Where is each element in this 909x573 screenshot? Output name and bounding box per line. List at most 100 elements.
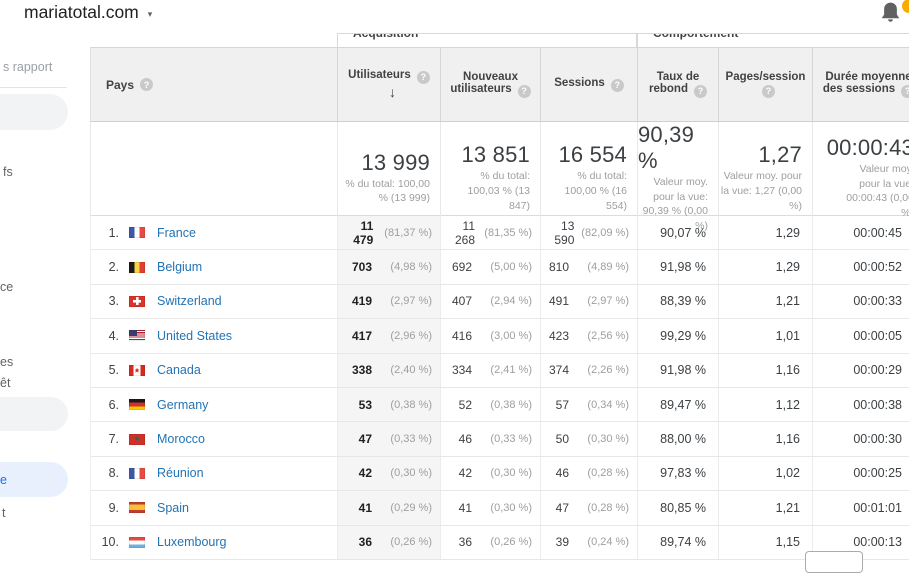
sessions-cell: 47 (0,28 %) <box>541 491 638 525</box>
row-rank: 9. <box>108 500 119 515</box>
country-flag-icon <box>129 433 145 445</box>
country-cell: 6. Germany <box>91 387 338 422</box>
bounce-rate-cell: 99,29 % <box>638 319 719 353</box>
country-flag-icon <box>129 330 145 342</box>
users-cell: 338 (2,40 %) <box>338 353 441 387</box>
bounce-rate-cell: 80,85 % <box>638 491 719 525</box>
row-rank: 4. <box>108 328 119 343</box>
new-users-cell: 42 (0,30 %) <box>441 456 541 491</box>
group-header-acquisition: Acquisition <box>337 33 637 47</box>
sidebar-item-fragment[interactable]: fs <box>3 165 13 179</box>
sidebar-item-fragment[interactable]: ce <box>0 280 14 294</box>
rows-per-page-select[interactable] <box>805 551 863 573</box>
column-header-taux-de-rebond[interactable]: Taux de rebond? <box>638 48 719 121</box>
table-row: 3. Switzerland 419 (2,97 %) 407 (2,94 %)… <box>91 284 909 320</box>
sidebar-active-label: e <box>0 472 7 487</box>
sessions-cell: 46 (0,28 %) <box>541 456 638 491</box>
help-icon[interactable]: ? <box>610 78 624 92</box>
table-body: 1. France 11 479 (81,37 %) 11 268 (81,35… <box>90 216 909 560</box>
avg-duration-cell: 00:00:30 <box>813 422 909 455</box>
table-row: 6. Germany 53 (0,38 %) 52 (0,38 %) 57 (0… <box>91 387 909 423</box>
pages-per-session-cell: 1,29 <box>719 250 813 284</box>
pages-per-session-cell: 1,02 <box>719 456 813 491</box>
users-cell: 11 479 (81,37 %) <box>338 216 441 250</box>
country-link[interactable]: Morocco <box>157 432 205 447</box>
country-cell: 8. Réunion <box>91 456 338 491</box>
help-icon[interactable]: ? <box>517 84 531 98</box>
sidebar-pill[interactable] <box>0 397 68 431</box>
sidebar-active-item[interactable]: e <box>0 462 68 497</box>
avg-duration-cell: 00:00:29 <box>813 354 909 387</box>
users-cell: 417 (2,96 %) <box>338 319 441 353</box>
sidebar-item-fragment[interactable]: es <box>0 355 14 369</box>
column-header-utilisateurs[interactable]: Utilisateurs ?↓ <box>338 48 441 121</box>
new-users-cell: 334 (2,41 %) <box>441 353 541 387</box>
country-cell: 9. Spain <box>91 491 338 525</box>
country-link[interactable]: Canada <box>157 363 201 378</box>
country-link[interactable]: France <box>157 225 196 240</box>
row-rank: 6. <box>108 397 119 412</box>
bounce-rate-cell: 89,47 % <box>638 387 719 422</box>
pages-per-session-cell: 1,12 <box>719 387 813 422</box>
row-rank: 1. <box>108 225 119 240</box>
totals-pages-session: 1,27 Valeur moy. pour la vue: 1,27 (0,00… <box>719 122 813 234</box>
bounce-rate-cell: 91,98 % <box>638 250 719 284</box>
avg-duration-cell: 00:00:52 <box>813 250 909 283</box>
users-cell: 53 (0,38 %) <box>338 387 441 422</box>
column-header-nouveaux-utilisateurs[interactable]: Nouveaux utilisateurs? <box>441 48 541 121</box>
table-row: 8. Réunion 42 (0,30 %) 42 (0,30 %) 46 (0… <box>91 456 909 492</box>
sidebar-search-fragment[interactable]: s rapport <box>3 60 53 74</box>
country-link[interactable]: Switzerland <box>157 294 222 309</box>
table-row: 4. United States 417 (2,96 %) 416 (3,00 … <box>91 319 909 354</box>
country-flag-icon <box>129 502 145 514</box>
users-cell: 42 (0,30 %) <box>338 456 441 491</box>
sidebar-item-fragment[interactable]: t <box>2 506 6 520</box>
notifications-button[interactable] <box>878 0 909 30</box>
country-link[interactable]: Spain <box>157 500 189 515</box>
sort-desc-icon: ↓ <box>389 83 396 100</box>
avg-duration-cell: 00:01:01 <box>813 491 909 524</box>
help-icon[interactable]: ? <box>762 84 775 98</box>
new-users-cell: 416 (3,00 %) <box>441 319 541 353</box>
totals-sessions: 16 554 % du total: 100,00 % (16 554) <box>541 122 638 234</box>
country-link[interactable]: United States <box>157 328 233 343</box>
pages-per-session-cell: 1,15 <box>719 525 813 559</box>
pages-per-session-cell: 1,29 <box>719 216 813 250</box>
country-link[interactable]: Belgium <box>157 260 203 275</box>
sessions-cell: 50 (0,30 %) <box>541 422 638 456</box>
country-link[interactable]: Réunion <box>157 466 204 481</box>
new-users-cell: 407 (2,94 %) <box>441 284 541 319</box>
country-cell: 3. Switzerland <box>91 284 338 319</box>
table-totals-row: 13 999 % du total: 100,00 % (13 999) 13 … <box>90 122 909 234</box>
country-flag-icon <box>129 227 145 239</box>
bounce-rate-cell: 89,74 % <box>638 525 719 559</box>
users-cell: 47 (0,33 %) <box>338 422 441 456</box>
country-link[interactable]: Luxembourg <box>157 535 227 550</box>
help-icon[interactable]: ? <box>416 70 430 84</box>
bounce-rate-cell: 88,39 % <box>638 284 719 319</box>
table-row: 5. Canada 338 (2,40 %) 334 (2,41 %) 374 … <box>91 353 909 388</box>
row-rank: 8. <box>108 466 119 481</box>
sidebar-item-fragment[interactable]: êt <box>0 376 11 390</box>
help-icon[interactable]: ? <box>693 84 707 98</box>
users-cell: 703 (4,98 %) <box>338 250 441 284</box>
pages-per-session-cell: 1,21 <box>719 284 813 319</box>
new-users-cell: 52 (0,38 %) <box>441 387 541 422</box>
pages-per-session-cell: 1,16 <box>719 422 813 456</box>
sidebar-pill[interactable] <box>0 94 68 130</box>
country-link[interactable]: Germany <box>157 397 209 412</box>
help-icon[interactable]: ? <box>901 84 909 98</box>
column-header-pays[interactable]: Pays ? <box>91 48 338 121</box>
column-header-pages-session[interactable]: Pages/session? <box>719 48 813 121</box>
bounce-rate-cell: 90,07 % <box>638 216 719 250</box>
sessions-cell: 491 (2,97 %) <box>541 284 638 319</box>
column-header-sessions[interactable]: Sessions? <box>541 48 638 121</box>
geo-report-table: Acquisition Comportement Pays ? Utilisat… <box>90 33 909 560</box>
totals-duree-moyenne: 00:00:43 Valeur moy. pour la vue: 00:00:… <box>813 122 909 234</box>
column-header-duree-moyenne[interactable]: Durée moyenne des sessions? <box>813 48 909 121</box>
country-cell: 7. Morocco <box>91 422 338 456</box>
metric-group-header-row: Acquisition Comportement <box>90 33 909 47</box>
property-selector[interactable]: mariatotal.com ▾ <box>24 2 152 23</box>
help-icon[interactable]: ? <box>140 78 154 91</box>
sessions-cell: 374 (2,26 %) <box>541 353 638 387</box>
